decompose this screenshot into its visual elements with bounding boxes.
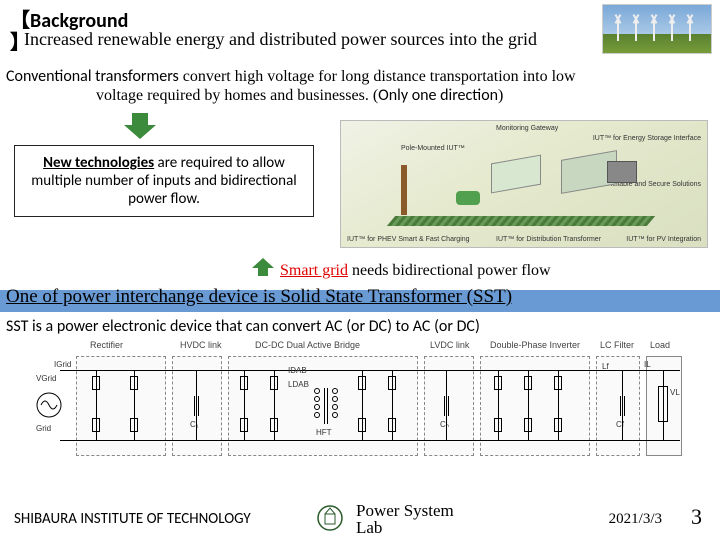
conv-line2a: voltage required by homes and businesses… [96, 87, 378, 104]
footer: SHIBAURA INSTITUTE OF TECHNOLOGY Power S… [0, 496, 720, 540]
illu-c5: IUT™ for Distribution Transformer [496, 236, 601, 243]
conv-rest1: convert high voltage for long distance t… [179, 68, 576, 85]
conv-line2b: ) [498, 87, 503, 104]
smartgrid-line: Smart grid needs bidirectional power flo… [280, 262, 551, 280]
newtech-box: New technologies are required to allow m… [14, 145, 314, 217]
label-il: IL [644, 360, 651, 369]
blue-bar-text: One of power interchange device is Solid… [6, 286, 714, 308]
footer-date: 2021/3/3 [609, 511, 662, 528]
stage-inverter: Double-Phase Inverter [490, 340, 580, 350]
circuit-diagram: Rectifier HVDC link DC-DC Dual Active Br… [30, 340, 690, 470]
stage-dab: DC-DC Dual Active Bridge [255, 340, 360, 350]
windfarm-image [602, 4, 712, 54]
smartgrid-red: Smart grid [280, 262, 348, 279]
conv-highlight: Only one direction [378, 86, 498, 105]
stage-load: Load [650, 340, 670, 350]
stage-lvdc: LVDC link [430, 340, 469, 350]
page-number: 3 [691, 504, 702, 530]
illu-c2: Pole-Mounted IUT™ [401, 145, 465, 152]
arrow-up-icon [250, 256, 276, 278]
label-ldab: LDAB [288, 380, 309, 389]
illu-c7: IUT™ for PV Integration [626, 236, 701, 243]
stage-hvdc: HVDC link [180, 340, 222, 350]
stage-lc: LC Filter [600, 340, 634, 350]
conventional-paragraph: Conventional transformers convert high v… [6, 67, 714, 105]
arrow-down-icon [120, 111, 160, 141]
label-igrid: IGrid [54, 360, 71, 369]
label-cn: Cₙ [440, 420, 449, 429]
subtitle: Increased renewable energy and distribut… [24, 29, 537, 50]
conv-label: Conventional transformers [6, 67, 179, 86]
smartgrid-rest: needs bidirectional power flow [348, 262, 551, 279]
smartgrid-illustration: Monitoring Gateway Pole-Mounted IUT™ IUT… [340, 120, 708, 248]
institute-name: SHIBAURA INSTITUTE OF TECHNOLOGY [14, 510, 251, 528]
label-grid: Grid [36, 424, 51, 433]
illu-c1: Monitoring Gateway [496, 125, 558, 132]
newtech-bold: New technologies [43, 154, 154, 172]
label-hft: HFT [316, 428, 332, 437]
lab-line2: Lab [356, 518, 382, 537]
illu-c4: IUT™ for PHEV Smart & Fast Charging [347, 236, 470, 243]
sst-description: SST is a power electronic device that ca… [6, 317, 480, 336]
label-vgrid: VGrid [36, 374, 56, 383]
institute-logo-icon [316, 504, 344, 532]
label-lf: Lf [602, 362, 609, 371]
label-vl: VL [670, 388, 680, 397]
stage-rectifier: Rectifier [90, 340, 123, 350]
label-c1: C₁ [190, 420, 198, 429]
lab-name: Power System Lab [356, 502, 454, 536]
label-idab: IDAB [288, 366, 307, 375]
illu-c3: IUT™ for Energy Storage Interface [593, 135, 701, 142]
